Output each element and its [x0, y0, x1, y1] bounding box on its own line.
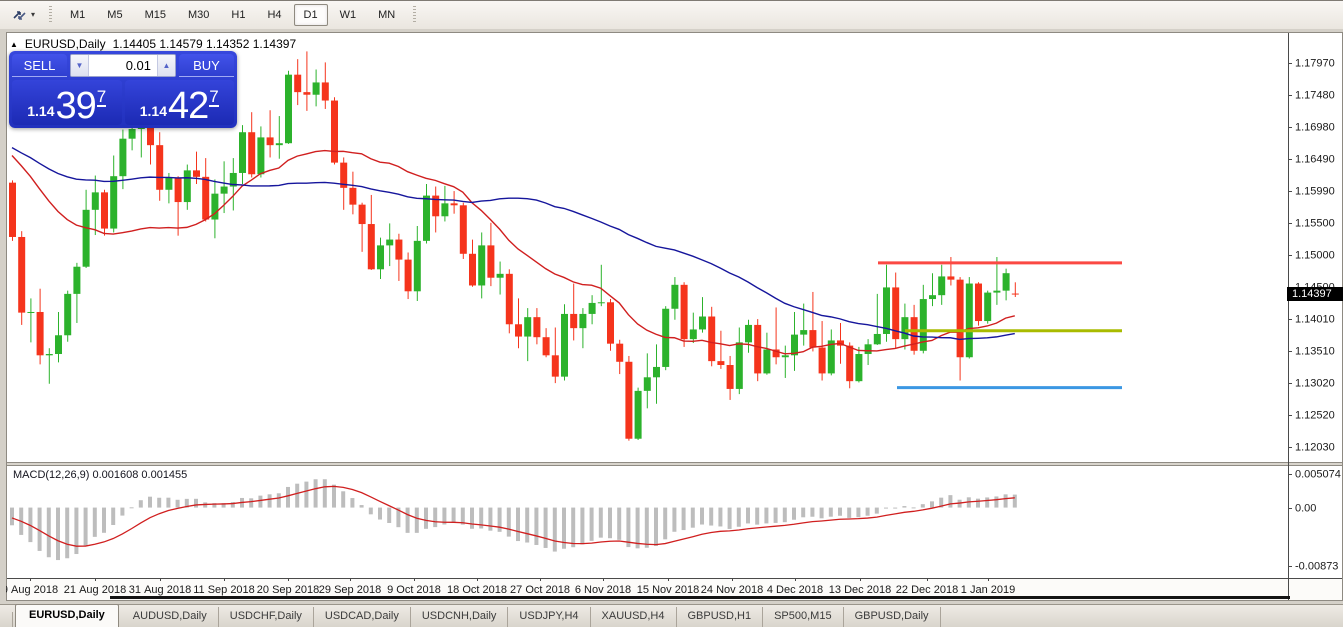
macd-indicator-label: MACD(12,26,9) 0.001608 0.001455	[13, 469, 188, 481]
volume-stepper: ▼ ▲	[70, 54, 176, 77]
chart-window: ▲ EURUSD,Daily 1.14405 1.14579 1.14352 1…	[0, 29, 1343, 605]
timeframe-button-m30[interactable]: M30	[178, 4, 219, 26]
volume-decrease-button[interactable]: ▼	[71, 55, 89, 76]
timeframe-button-h1[interactable]: H1	[221, 4, 255, 26]
chart-title: ▲ EURUSD,Daily 1.14405 1.14579 1.14352 1…	[10, 37, 296, 51]
tab-sp500-m15[interactable]: SP500,M15	[763, 607, 844, 627]
timeframe-button-m15[interactable]: M15	[135, 4, 176, 26]
volume-input[interactable]	[89, 55, 157, 76]
tab-gbpusd-daily[interactable]: GBPUSD,Daily	[844, 607, 941, 627]
tab-bar-notch	[3, 612, 13, 627]
tab-usdcnh-daily[interactable]: USDCNH,Daily	[411, 607, 509, 627]
chart-ohlc-values: 1.14405 1.14579 1.14352 1.14397	[112, 37, 297, 51]
toolbar-grip	[49, 6, 53, 24]
timeframe-button-m1[interactable]: M1	[60, 4, 95, 26]
sell-price-display[interactable]: 1.14 39 7	[12, 80, 122, 125]
trade-panel-prices: 1.14 39 7 1.14 42 7	[12, 80, 234, 125]
swap-arrows-icon	[13, 10, 26, 20]
buy-price-display[interactable]: 1.14 42 7	[124, 80, 234, 127]
tab-usdchf-daily[interactable]: USDCHF,Daily	[219, 607, 314, 627]
toolbar-grip	[413, 6, 417, 24]
timeframe-button-w1[interactable]: W1	[330, 4, 367, 26]
chart-tools-button[interactable]: ▾	[5, 4, 42, 27]
tab-usdcad-daily[interactable]: USDCAD,Daily	[314, 607, 411, 627]
tab-xauusd-h4[interactable]: XAUUSD,H4	[591, 607, 677, 627]
timeframe-button-d1[interactable]: D1	[293, 4, 328, 26]
chevron-down-icon: ▾	[31, 10, 36, 19]
one-click-trading-panel: SELL ▼ ▲ BUY 1.14 39 7 1.14 42 7	[9, 51, 237, 128]
sell-button[interactable]: SELL	[12, 54, 67, 77]
timeframe-button-h4[interactable]: H4	[257, 4, 291, 26]
timeframe-button-mn[interactable]: MN	[368, 4, 405, 26]
collapse-arrow-icon[interactable]: ▲	[10, 39, 18, 49]
buy-price-big: 42	[168, 84, 209, 127]
buy-price-prefix: 1.14	[139, 103, 167, 119]
sell-price-pipette: 7	[96, 87, 107, 107]
tab-audusd-daily[interactable]: AUDUSD,Daily	[122, 607, 219, 627]
volume-increase-button[interactable]: ▲	[157, 55, 175, 76]
buy-price-pipette: 7	[209, 87, 219, 107]
timeframe-toolbar: ▾ M1 M5 M15 M30 H1 H4 D1 W1 MN	[0, 1, 1343, 30]
tab-usdjpy-h4[interactable]: USDJPY,H4	[508, 607, 591, 627]
trade-panel-controls: SELL ▼ ▲ BUY	[12, 54, 234, 77]
tab-eurusd-daily[interactable]: EURUSD,Daily	[15, 604, 119, 627]
chart-symbol-label: EURUSD,Daily	[24, 37, 106, 51]
sell-price-big: 39	[55, 84, 97, 127]
chart-tab-bar: EURUSD,Daily AUDUSD,Daily USDCHF,Daily U…	[0, 604, 1343, 627]
timeframe-button-m5[interactable]: M5	[97, 4, 132, 26]
tab-gbpusd-h1[interactable]: GBPUSD,H1	[677, 607, 764, 627]
sell-price-prefix: 1.14	[27, 103, 55, 119]
buy-button[interactable]: BUY	[179, 54, 234, 77]
